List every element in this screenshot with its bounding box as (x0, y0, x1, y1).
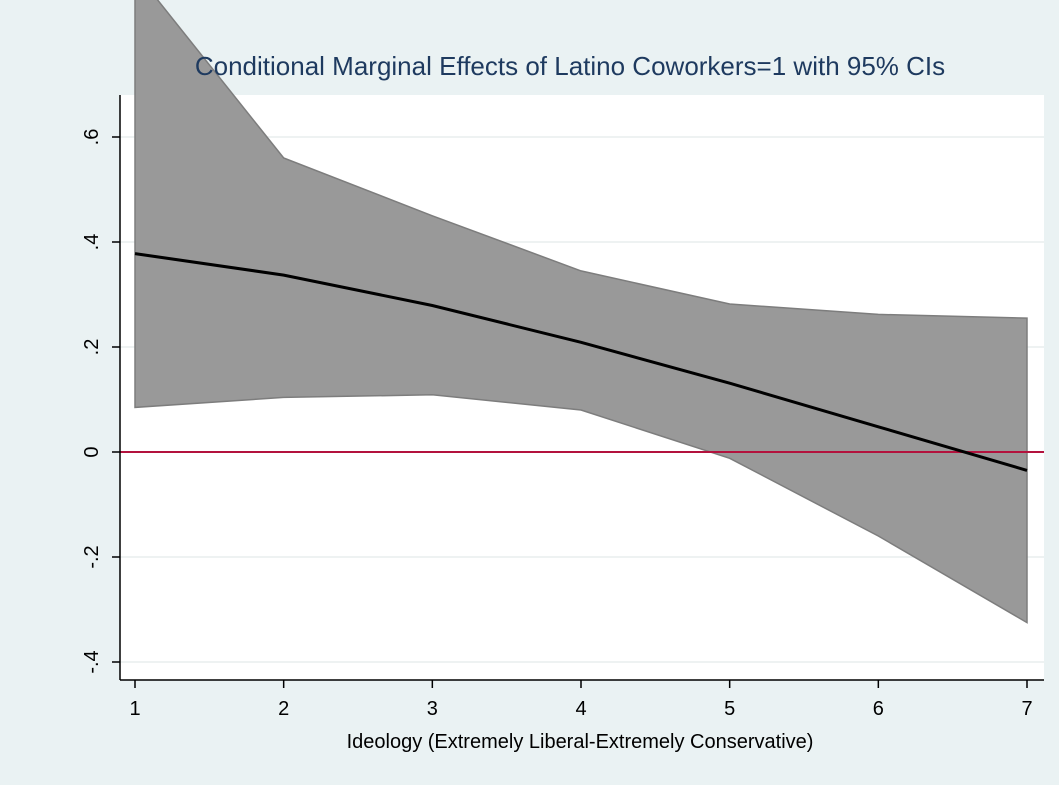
x-axis-label: Ideology (Extremely Liberal-Extremely Co… (347, 731, 814, 753)
y-tick-label: .4 (81, 234, 103, 251)
ci-band (134, 0, 1028, 624)
x-tick-label: 5 (724, 698, 735, 720)
x-tick-label: 2 (278, 698, 289, 720)
x-tick-label: 1 (129, 698, 140, 720)
y-tick-label: -.4 (81, 650, 103, 673)
y-tick-label: .6 (81, 129, 103, 146)
y-tick-label: .2 (81, 339, 103, 356)
y-tick-label: 0 (81, 446, 103, 457)
x-tick-label: 7 (1021, 698, 1032, 720)
x-tick-label: 3 (427, 698, 438, 720)
x-tick-label: 4 (575, 698, 586, 720)
chart-title: Conditional Marginal Effects of Latino C… (195, 51, 945, 81)
marginal-effect-line (134, 252, 1028, 472)
y-tick-label: -.2 (81, 545, 103, 568)
x-tick-label: 6 (873, 698, 884, 720)
